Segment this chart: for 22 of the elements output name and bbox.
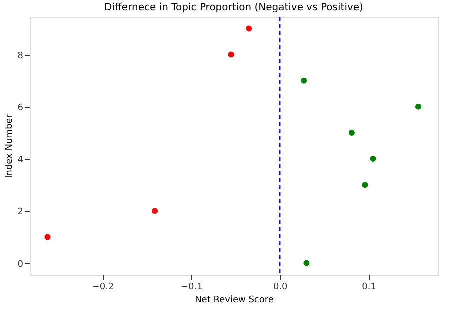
point [44, 234, 51, 240]
point [362, 182, 368, 188]
y-tick-label: 4 [18, 156, 24, 166]
point [348, 130, 355, 136]
point [246, 26, 252, 32]
y-tick-label: 0 [18, 260, 24, 270]
point [301, 78, 308, 84]
y-tick-label: 8 [18, 51, 24, 62]
y-tick-label: 2 [18, 208, 24, 218]
point [415, 104, 422, 110]
y-tick-label: 6 [18, 103, 24, 114]
x-axis-title: Net Review Score [195, 296, 274, 306]
x-tick-label: 0.1 [362, 282, 376, 292]
point [152, 208, 158, 214]
point [228, 52, 234, 58]
chart-title: Differnece in Topic Proportion (Negative vs Positive) [104, 2, 364, 14]
point [370, 156, 376, 162]
point [304, 260, 310, 266]
x-tick-label: 0.0 [273, 282, 288, 292]
y-axis-title: Index Number [4, 114, 15, 178]
x-tick-label: −0.1 [180, 282, 203, 292]
x-tick-label: −0.2 [92, 282, 114, 292]
